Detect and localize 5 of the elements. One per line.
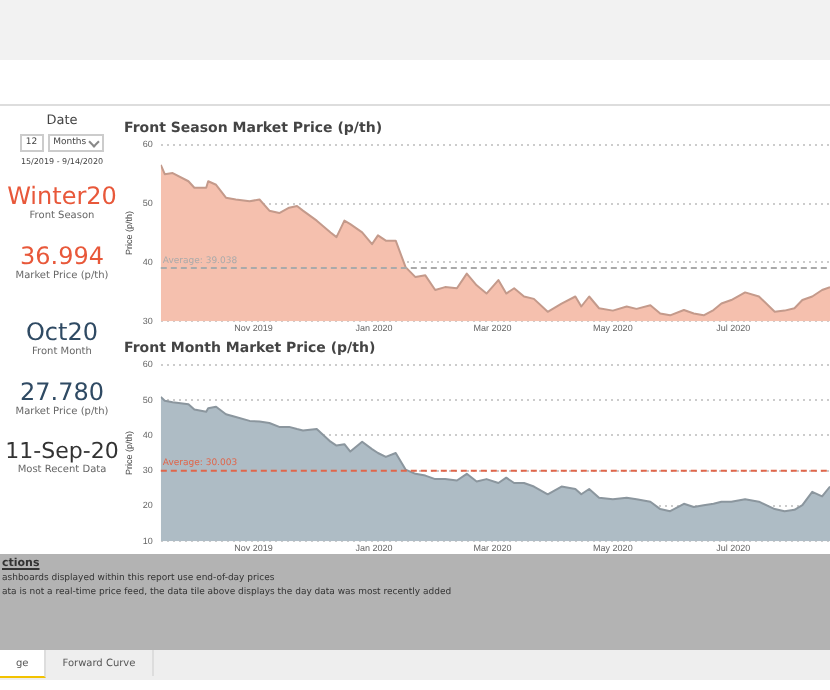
text: 11-Sep-20 — [3, 438, 121, 464]
text: Winter20 — [5, 182, 119, 210]
text: 36.994 — [18, 242, 106, 270]
text: 27.780 — [18, 378, 106, 406]
text: Oct20 — [23, 318, 101, 346]
